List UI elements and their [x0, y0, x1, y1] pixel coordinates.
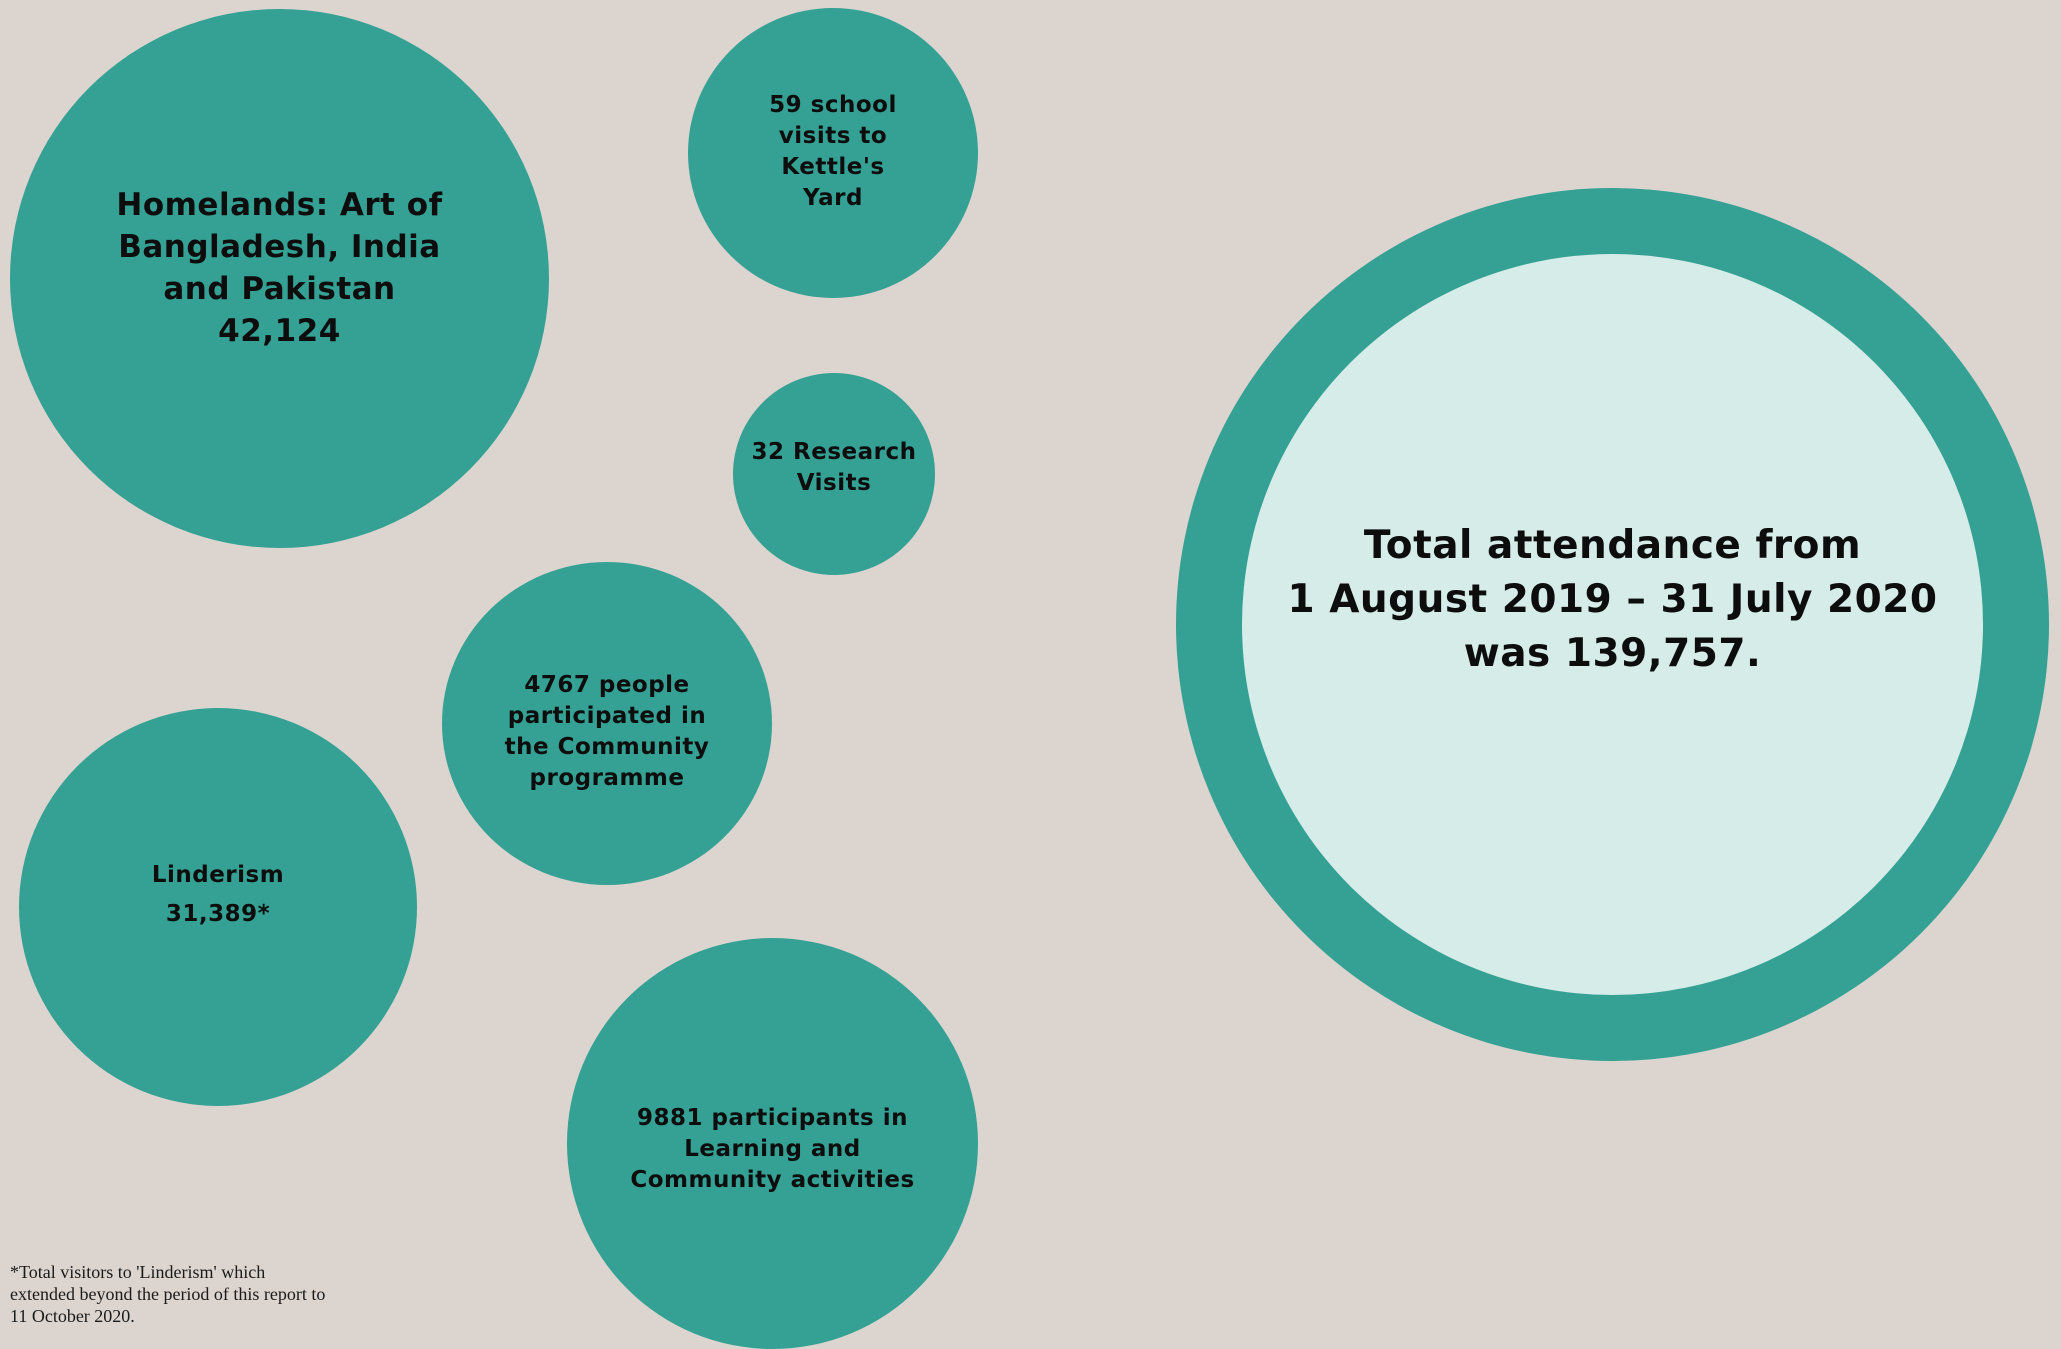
learning-community-label: 9881 participants in Learning and Commun…: [630, 1105, 915, 1193]
research-visits-bubble: 32 Research Visits: [733, 373, 935, 575]
total-attendance-label: Total attendance from 1 August 2019 – 31…: [1287, 523, 1938, 676]
learning-community-bubble: 9881 participants in Learning and Commun…: [567, 938, 978, 1349]
total-attendance-inner-circle: Total attendance from 1 August 2019 – 31…: [1242, 254, 1983, 995]
community-programme-bubble: 4767 people participated in the Communit…: [442, 562, 772, 885]
linderism-label: Linderism 31,389*: [151, 862, 285, 927]
research-visits-label: 32 Research Visits: [751, 439, 917, 496]
community-programme-label: 4767 people participated in the Communit…: [504, 672, 710, 791]
linderism-bubble: Linderism 31,389*: [19, 708, 417, 1106]
homelands-label: Homelands: Art of Bangladesh, India and …: [116, 187, 443, 349]
homelands-bubble: Homelands: Art of Bangladesh, India and …: [10, 9, 549, 548]
school-visits-label: 59 school visits to Kettle's Yard: [769, 92, 897, 211]
footnote: *Total visitors to 'Linderism' which ext…: [10, 1262, 326, 1326]
total-attendance-ring: Total attendance from 1 August 2019 – 31…: [1176, 188, 2049, 1061]
school-visits-bubble: 59 school visits to Kettle's Yard: [688, 8, 978, 298]
